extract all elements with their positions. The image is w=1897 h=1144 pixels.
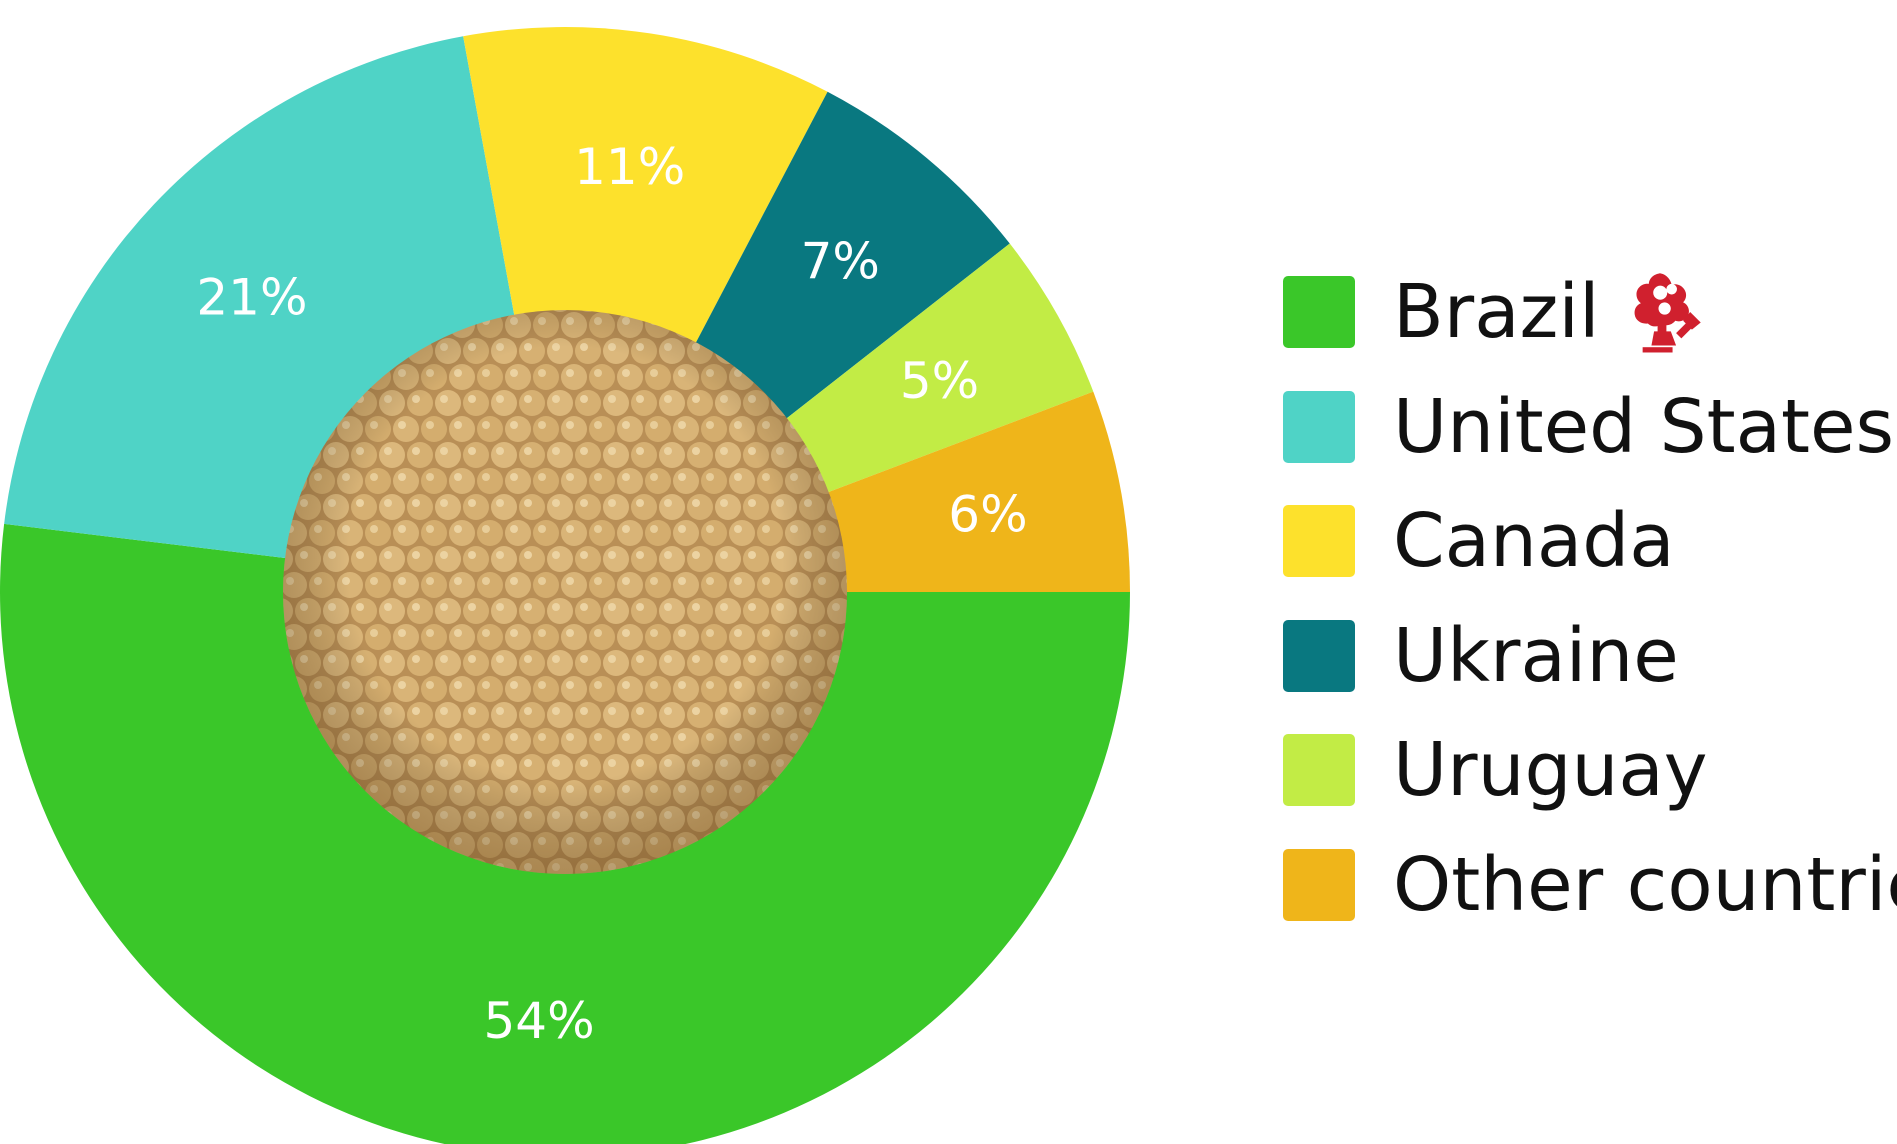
legend-swatch-canada	[1283, 505, 1355, 578]
legend-label-ukraine: Ukraine	[1393, 612, 1679, 699]
slice-label-canada: 11%	[574, 138, 685, 196]
legend-swatch-uruguay	[1283, 734, 1355, 807]
legend-swatch-other-countries	[1283, 848, 1355, 921]
legend: Brazil United States Canada Ukraine Uruguay O…	[1283, 255, 1897, 942]
deforestation-tree-icon	[1618, 268, 1706, 356]
legend-item-canada: Canada	[1283, 484, 1897, 599]
legend-item-united-states: United States	[1283, 370, 1897, 485]
legend-swatch-ukraine	[1283, 619, 1355, 692]
legend-swatch-united-states	[1283, 390, 1355, 463]
legend-label-united-states: United States	[1393, 383, 1895, 470]
legend-label-other-countries: Other countries	[1393, 841, 1897, 928]
legend-item-brazil: Brazil	[1283, 255, 1897, 370]
legend-item-ukraine: Ukraine	[1283, 599, 1897, 714]
soybeans-photo	[283, 310, 847, 874]
legend-label-brazil: Brazil	[1393, 269, 1600, 356]
legend-item-other-countries: Other countries	[1283, 828, 1897, 943]
legend-swatch-brazil	[1283, 276, 1355, 349]
legend-label-uruguay: Uruguay	[1393, 727, 1708, 814]
slice-label-uruguay: 5%	[900, 352, 979, 410]
legend-label-canada: Canada	[1393, 498, 1675, 585]
slice-label-brazil: 54%	[483, 992, 594, 1050]
slice-label-ukraine: 7%	[801, 233, 880, 291]
slice-label-united-states: 21%	[196, 268, 307, 326]
slice-label-other-countries: 6%	[948, 485, 1027, 543]
legend-item-uruguay: Uruguay	[1283, 713, 1897, 828]
